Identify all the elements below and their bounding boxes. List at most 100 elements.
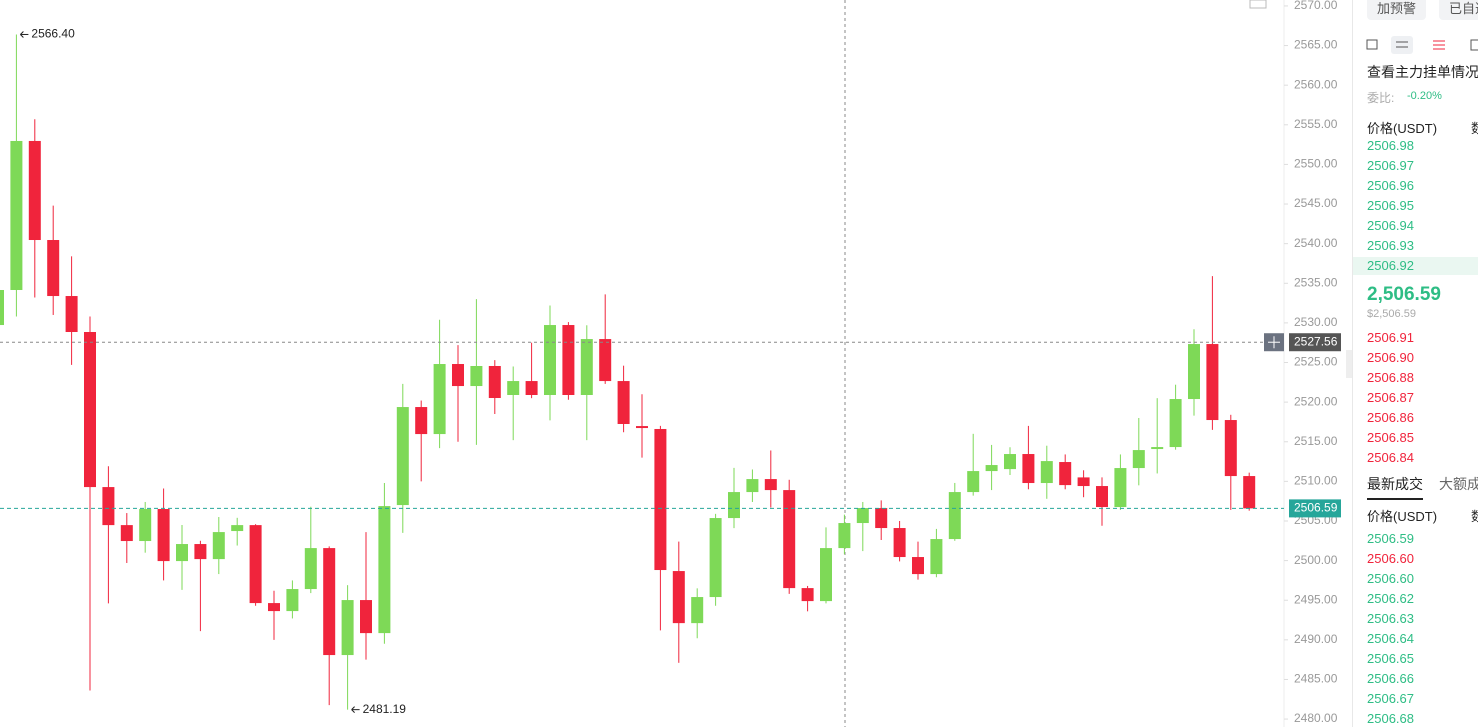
last-price-box [1289, 499, 1341, 518]
candle-body [764, 479, 777, 491]
icon[interactable] [1470, 39, 1478, 51]
trades-price-header: 价格(USDT) [1367, 509, 1438, 524]
ask-price: 2506.96 [1367, 178, 1414, 193]
y-tick-label: 2515.00 [1294, 434, 1338, 448]
candle-body [1040, 461, 1053, 484]
candle-body [801, 588, 814, 602]
candle-body [820, 548, 832, 602]
price-header: 价格(USDT) [1367, 121, 1438, 136]
annotation-label: 2481.19 [363, 702, 407, 716]
side-panel: 加预警 已自选 查看主力挂单情况 委比: -0.20% 价格(USDT) 数量 … [1352, 0, 1478, 727]
candle-body [323, 548, 336, 656]
candle-body [360, 600, 372, 634]
candle-body [470, 365, 483, 387]
candle-body [562, 325, 575, 395]
candle-body [1243, 476, 1256, 509]
bid-price: 2506.85 [1367, 430, 1414, 445]
candle-body [1206, 344, 1219, 421]
alert-button[interactable]: 加预警 [1367, 0, 1427, 20]
candle-body [672, 571, 685, 624]
y-tick-label: 2525.00 [1294, 355, 1338, 369]
y-tick-label: 2510.00 [1294, 474, 1338, 488]
bid-price: 2506.90 [1367, 350, 1414, 365]
trade-tab[interactable]: 大额成交 [1439, 476, 1478, 492]
icon-active[interactable] [1391, 36, 1413, 54]
candle-body [580, 339, 593, 395]
candle-body [212, 532, 225, 560]
candle-body [930, 539, 943, 575]
y-tick-label: 2500.00 [1294, 553, 1338, 567]
y-tick-label: 2570.00 [1294, 0, 1338, 12]
trade-price: 2506.68 [1367, 711, 1414, 726]
trade-price: 2506.59 [1367, 531, 1414, 546]
ratio-value: -0.20% [1407, 90, 1442, 102]
candle-body [1004, 454, 1016, 470]
trade-price: 2506.65 [1367, 651, 1414, 666]
icon[interactable] [1366, 39, 1378, 50]
toolbar-icons [1366, 36, 1478, 54]
candle-body [415, 407, 428, 435]
bid-price: 2506.88 [1367, 370, 1414, 385]
trade-price: 2506.60 [1367, 571, 1414, 586]
y-tick-label: 2485.00 [1294, 672, 1338, 686]
qty-header: 数量 [1471, 118, 1478, 137]
candle-body [1077, 477, 1090, 487]
y-tick-label: 2480.00 [1294, 711, 1338, 725]
candle-body [1022, 454, 1035, 484]
candle-body [1151, 447, 1164, 450]
y-tick-label: 2555.00 [1294, 117, 1338, 131]
last-price-label: 2506.59 [1294, 501, 1338, 515]
y-tick-label: 2540.00 [1294, 236, 1338, 250]
candle-body [452, 364, 464, 387]
trades-qty-header: 数量 [1471, 506, 1478, 525]
bid-price: 2506.84 [1367, 450, 1414, 465]
candle-body [84, 332, 96, 488]
candle-body [893, 528, 906, 558]
candle-body [1132, 450, 1145, 469]
y-tick-label: 2530.00 [1294, 315, 1338, 329]
ask-price: 2506.97 [1367, 158, 1414, 173]
candle-body [120, 525, 133, 542]
ask-price: 2506.92 [1367, 258, 1414, 273]
y-tick-label: 2495.00 [1294, 592, 1338, 606]
trade-tab[interactable]: 最新成交 [1367, 474, 1423, 500]
annotation-label: 2566.40 [31, 27, 75, 41]
trade-price: 2506.63 [1367, 611, 1414, 626]
candle-body [746, 479, 759, 493]
corner-icon [1249, 0, 1267, 9]
candle-body [10, 140, 23, 291]
candle-body [268, 603, 280, 612]
candle-body [985, 465, 998, 472]
depth-title[interactable]: 查看主力挂单情况 [1367, 64, 1478, 80]
collapse-handle[interactable] [1346, 350, 1352, 378]
candle-body [617, 381, 630, 424]
candle-body [157, 509, 170, 562]
candle-body [728, 492, 740, 519]
watch-button[interactable]: 已自选 [1439, 0, 1478, 20]
candle-body [47, 240, 60, 297]
candle-body [507, 381, 520, 395]
candle-body [231, 525, 244, 532]
candle-body [912, 557, 924, 575]
candle-body [783, 490, 796, 589]
candle-body [249, 525, 262, 604]
chart: 2570.00 2565.00 2560.00 2555.00 2550.00 2545.… [0, 0, 1352, 727]
trade-price: 2506.67 [1367, 691, 1414, 706]
last-price-usd: $2,506.59 [1367, 308, 1416, 320]
candle-body [341, 600, 354, 656]
candle-body [1114, 468, 1127, 508]
y-tick-label: 2560.00 [1294, 77, 1338, 91]
candle-body [636, 426, 648, 429]
candle-body [1059, 462, 1072, 486]
candle-body [525, 381, 538, 395]
candle-body [0, 290, 4, 326]
y-tick-label: 2535.00 [1294, 275, 1338, 289]
candle-body [838, 523, 851, 549]
y-tick-label: 2550.00 [1294, 157, 1338, 171]
candle-body [1169, 399, 1182, 448]
trade-price: 2506.66 [1367, 671, 1414, 686]
candle-body [286, 589, 299, 612]
candle-body [194, 544, 207, 560]
ask-price: 2506.94 [1367, 218, 1414, 233]
